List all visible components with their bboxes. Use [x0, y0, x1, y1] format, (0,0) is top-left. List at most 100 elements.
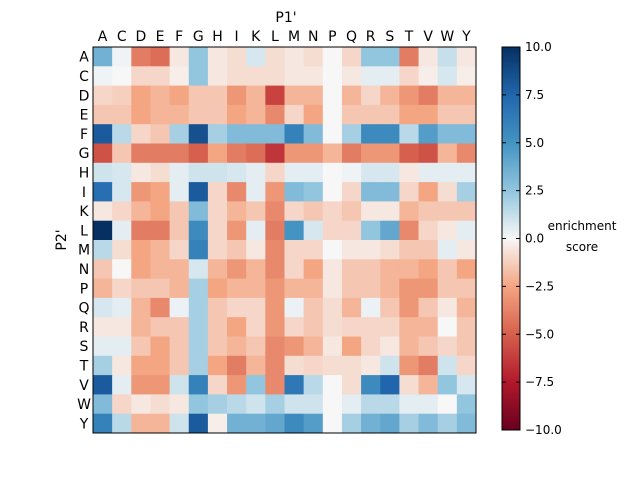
heatmap-cell-K-R: [361, 201, 381, 222]
heatmap-cell-D-A: [93, 85, 113, 106]
heatmap-cell-R-A: [93, 317, 113, 337]
heatmap-cell-G-G: [188, 143, 209, 164]
heatmap-cell-H-I: [227, 162, 247, 183]
heatmap-cell-R-F: [169, 317, 190, 337]
heatmap-cell-P-T: [399, 278, 419, 299]
heatmap-cell-G-S: [380, 143, 400, 164]
heatmap-cell-Y-S: [380, 413, 400, 434]
heatmap-cell-S-H: [207, 336, 228, 357]
heatmap-cell-V-P: [322, 375, 343, 395]
heatmap-cell-F-P: [322, 124, 343, 144]
heatmap-cell-I-Q: [341, 182, 362, 202]
heatmap-cell-W-E: [150, 394, 170, 415]
x-tick-label: L: [271, 29, 279, 45]
heatmap-cell-Y-K: [246, 413, 266, 434]
heatmap-cell-T-K: [246, 355, 266, 376]
heatmap-cell-D-D: [131, 85, 151, 106]
heatmap-cell-L-D: [131, 220, 151, 241]
heatmap-cell-C-S: [380, 66, 400, 86]
heatmap-cell-Y-F: [169, 413, 190, 434]
heatmap-cell-N-L: [265, 259, 285, 279]
heatmap-cell-A-P: [322, 47, 343, 67]
heatmap-cell-R-V: [418, 317, 439, 337]
heatmap-cell-S-N: [303, 336, 324, 357]
heatmap-cell-W-Q: [341, 394, 362, 415]
heatmap-cell-F-E: [150, 124, 170, 144]
heatmap-cell-G-K: [246, 143, 266, 164]
heatmap-cell-P-E: [150, 278, 170, 299]
y-axis-label: P2': [54, 229, 70, 250]
heatmap-cell-N-K: [246, 259, 266, 279]
heatmap-cell-W-F: [169, 394, 190, 415]
heatmap-cell-K-P: [322, 201, 343, 222]
heatmap-cell-L-Y: [456, 220, 477, 241]
heatmap-cell-T-L: [265, 355, 285, 376]
heatmap-cell-M-K: [246, 240, 266, 260]
heatmap-cell-Y-P: [322, 413, 343, 434]
heatmap-cell-F-A: [93, 124, 113, 144]
heatmap-cell-M-A: [93, 240, 113, 260]
heatmap-cell-Q-Y: [456, 297, 477, 318]
heatmap-cell-C-Y: [456, 66, 477, 86]
heatmap-cell-L-S: [380, 220, 400, 241]
heatmap-cell-A-K: [246, 47, 266, 67]
heatmap-cell-M-M: [284, 240, 305, 260]
y-tick-label: C: [79, 69, 89, 85]
heatmap-cell-F-C: [112, 124, 132, 144]
heatmap-cell-E-L: [265, 104, 285, 125]
heatmap-cell-C-C: [112, 66, 132, 86]
heatmap-cell-F-Q: [341, 124, 362, 144]
heatmap-cell-Q-R: [361, 297, 381, 318]
heatmap-cell-Q-L: [265, 297, 285, 318]
y-tick-label: P: [80, 281, 88, 297]
heatmap-cell-P-S: [380, 278, 400, 299]
heatmap-cell-E-D: [131, 104, 151, 125]
heatmap-cell-K-M: [284, 201, 305, 222]
heatmap-cell-D-Q: [341, 85, 362, 106]
colorbar-tick-label: 10.0: [525, 40, 552, 54]
y-tick-label: S: [80, 339, 89, 355]
heatmap-cell-Q-Q: [341, 297, 362, 318]
heatmap-cell-C-R: [361, 66, 381, 86]
heatmap-cell-D-S: [380, 85, 400, 106]
heatmap-cell-M-L: [265, 240, 285, 260]
heatmap-cell-V-F: [169, 375, 190, 395]
heatmap-cell-Y-R: [361, 413, 381, 434]
heatmap-cell-W-S: [380, 394, 400, 415]
heatmap-cell-T-H: [207, 355, 228, 376]
heatmap-cell-K-S: [380, 201, 400, 222]
heatmap-cell-R-E: [150, 317, 170, 337]
heatmap-cell-W-W: [437, 394, 458, 415]
heatmap-cells: [93, 47, 477, 434]
heatmap-cell-E-T: [399, 104, 419, 125]
heatmap-cell-L-R: [361, 220, 381, 241]
heatmap-cell-I-R: [361, 182, 381, 202]
heatmap-cell-R-H: [207, 317, 228, 337]
heatmap-cell-V-R: [361, 375, 381, 395]
heatmap-cell-R-M: [284, 317, 305, 337]
heatmap-cell-T-M: [284, 355, 305, 376]
heatmap-cell-A-G: [188, 47, 209, 67]
heatmap-cell-C-N: [303, 66, 324, 86]
heatmap-cell-T-F: [169, 355, 190, 376]
heatmap-cell-H-F: [169, 162, 190, 183]
heatmap-cell-R-G: [188, 317, 209, 337]
heatmap-cell-M-W: [437, 240, 458, 260]
heatmap-cell-W-P: [322, 394, 343, 415]
heatmap-cell-D-T: [399, 85, 419, 106]
x-tick-label: S: [385, 29, 394, 45]
heatmap-cell-Y-Q: [341, 413, 362, 434]
heatmap-cell-C-T: [399, 66, 419, 86]
heatmap-cell-Q-T: [399, 297, 419, 318]
heatmap-cell-N-Y: [456, 259, 477, 279]
heatmap-cell-L-M: [284, 220, 305, 241]
heatmap-cell-T-N: [303, 355, 324, 376]
heatmap-cell-F-R: [361, 124, 381, 144]
heatmap-cell-Q-V: [418, 297, 439, 318]
x-tick-label: K: [251, 29, 261, 45]
heatmap-cell-M-C: [112, 240, 132, 260]
heatmap-cell-G-M: [284, 143, 305, 164]
heatmap-cell-C-H: [207, 66, 228, 86]
heatmap-cell-V-N: [303, 375, 324, 395]
heatmap-cell-Y-E: [150, 413, 170, 434]
